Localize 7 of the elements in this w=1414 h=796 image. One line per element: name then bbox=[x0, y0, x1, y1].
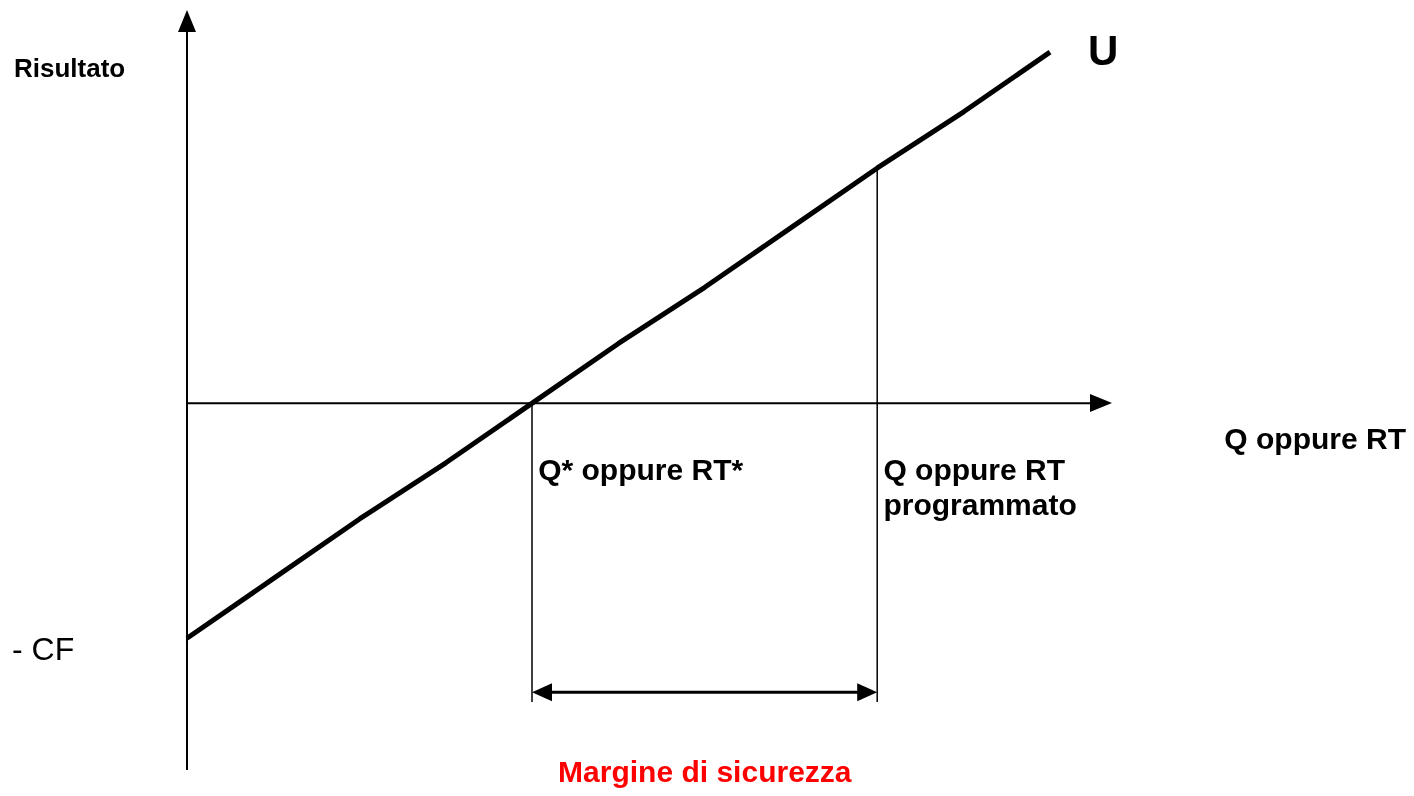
text: - CF bbox=[12, 631, 75, 668]
annotation: U bbox=[1088, 27, 1119, 75]
text: Margine di sicurezza bbox=[558, 755, 852, 789]
annotation: Q* oppure RT* bbox=[538, 453, 744, 487]
annotation: Q oppure RT programmato bbox=[883, 453, 1077, 522]
y-axis-title: Risultato bbox=[14, 53, 126, 83]
x-axis-title: Q oppure RT bbox=[1224, 422, 1406, 456]
